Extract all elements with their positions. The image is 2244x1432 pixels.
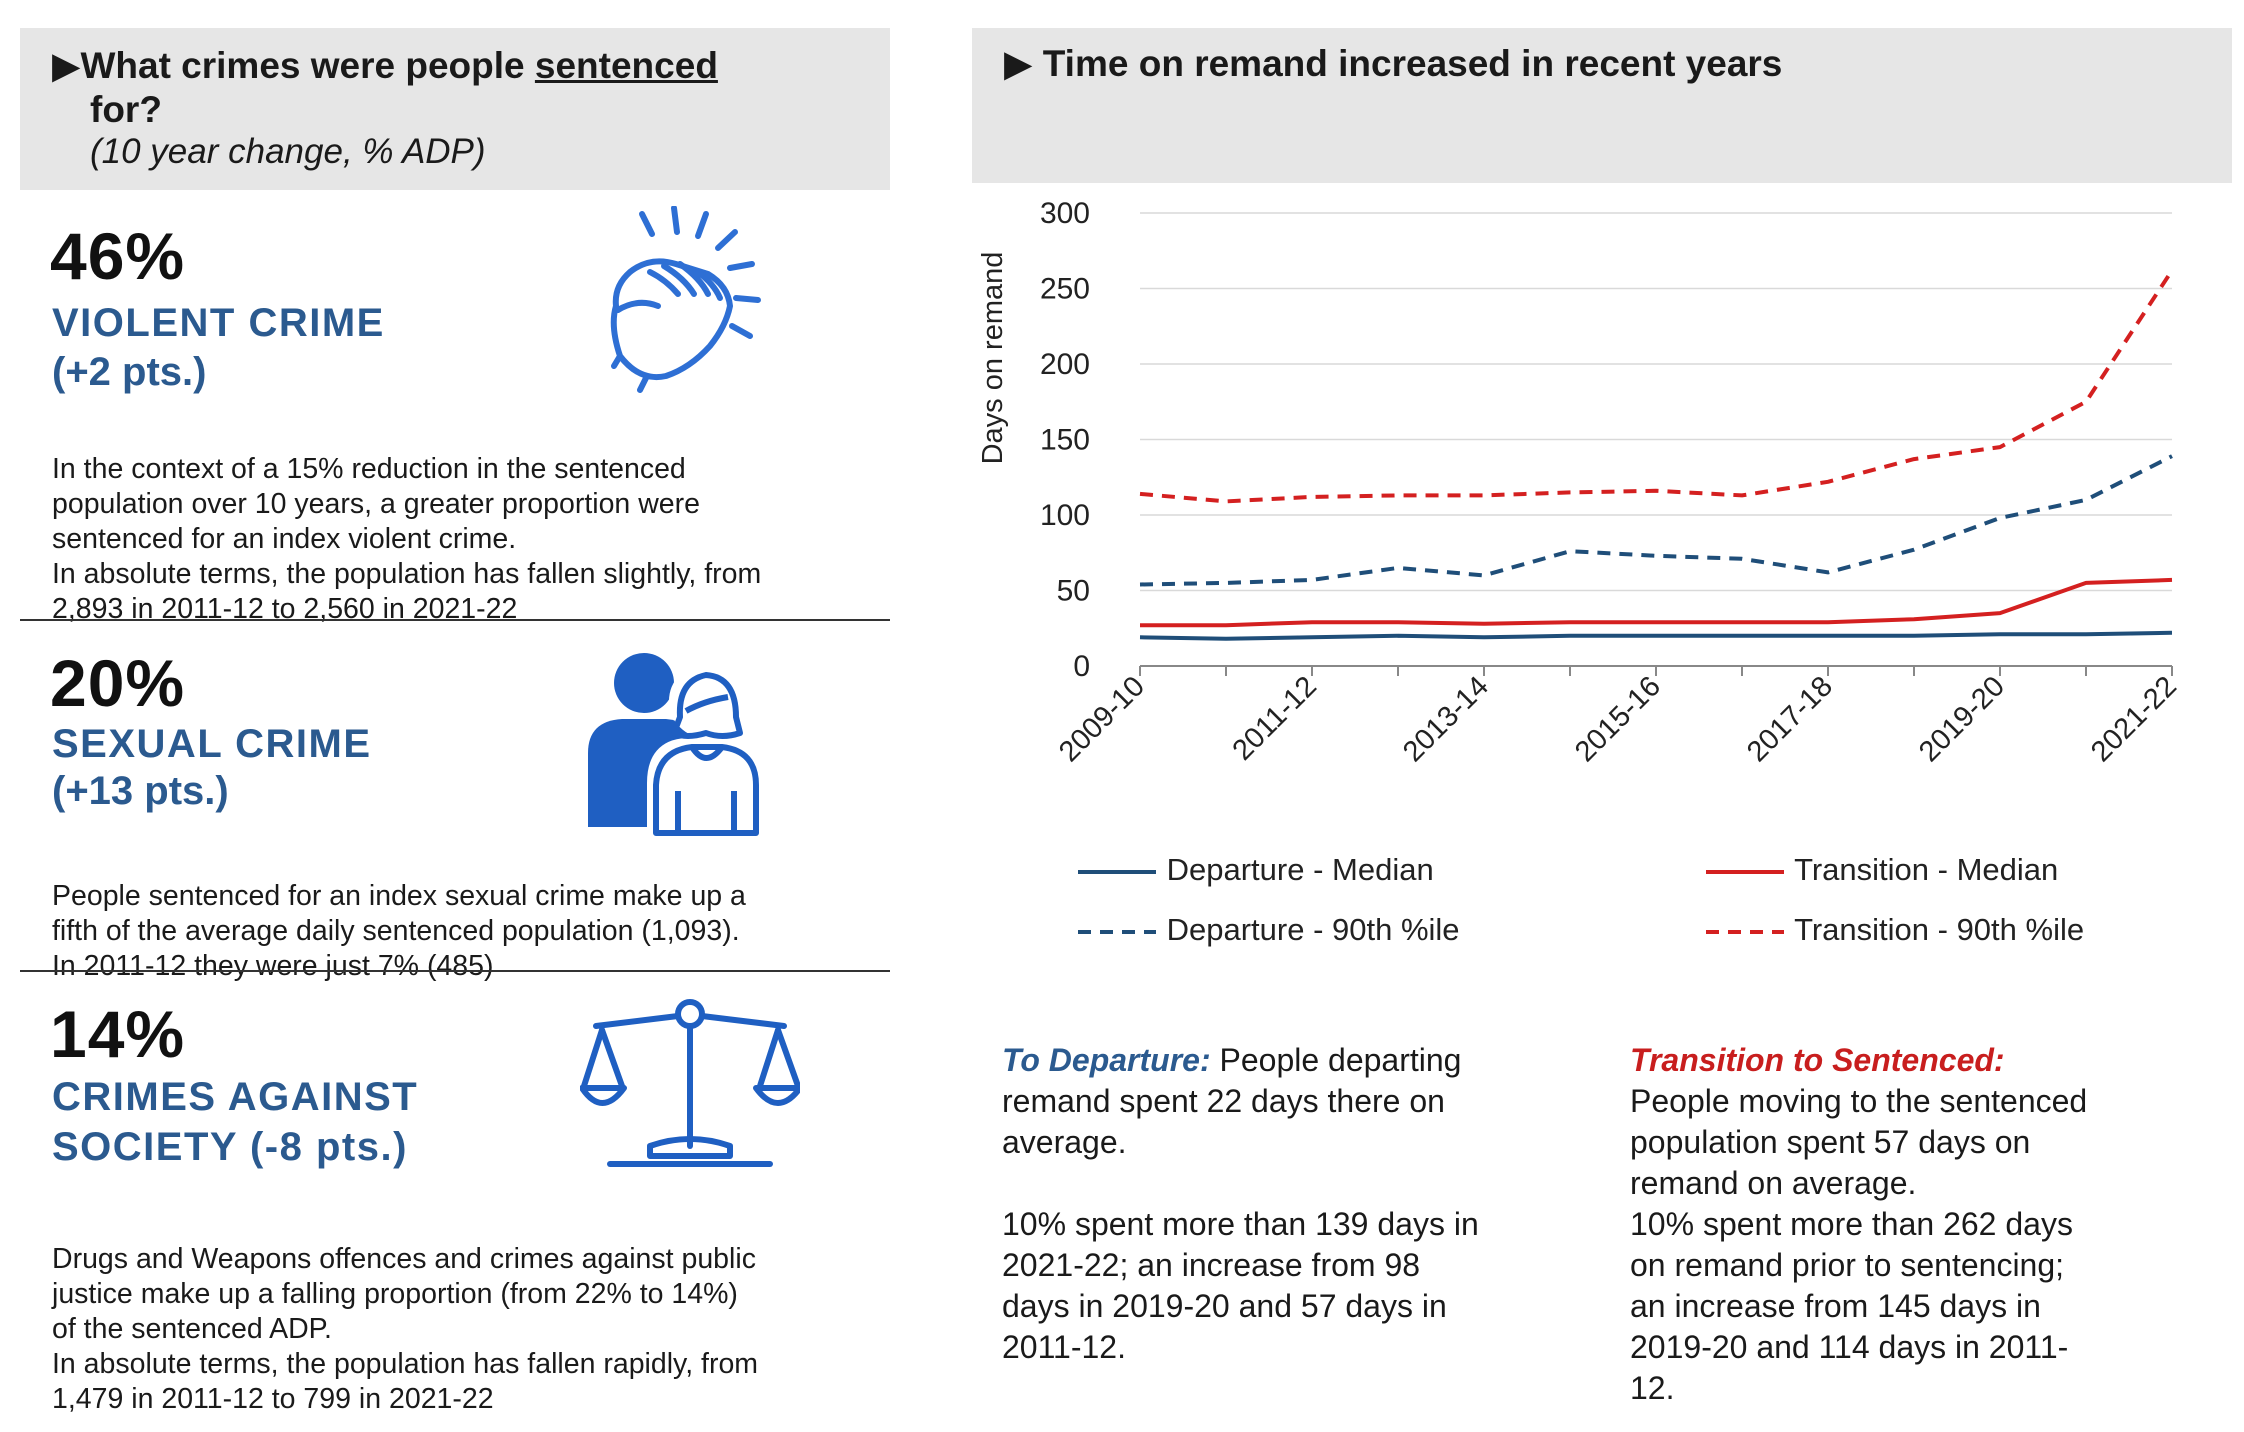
x-tick-label: 2015-16: [1569, 670, 1667, 768]
y-tick-label: 250: [1040, 273, 1090, 306]
x-tick-label: 2021-22: [2085, 670, 2183, 768]
legend-label: Departure - 90th %ile: [1166, 912, 1460, 947]
note-line: an increase from 145 days in: [1630, 1288, 2041, 1324]
y-axis-ticks: 0 50 100 150 200 250 300: [1040, 197, 1090, 683]
note-line: 10% spent more than 139 days in: [1002, 1206, 1479, 1242]
sexual-crime-label: SEXUAL CRIME: [52, 722, 372, 766]
y-tick-label: 100: [1040, 499, 1090, 532]
legend-label: Transition - 90th %ile: [1794, 912, 2085, 947]
left-header-title: ▶What crimes were people sentenced for?: [52, 44, 852, 132]
violent-crime-label: VIOLENT CRIME: [52, 301, 385, 345]
text-line: People sentenced for an index sexual cri…: [52, 880, 746, 912]
note-line: average.: [1002, 1124, 1127, 1160]
note-line: population spent 57 days on: [1630, 1124, 2031, 1160]
y-tick-label: 200: [1040, 348, 1090, 381]
legend-swatch: [1078, 929, 1156, 934]
triangle-bullet-icon: ▶: [1004, 43, 1033, 84]
sexual-crime-text: People sentenced for an index sexual cri…: [52, 879, 882, 984]
left-header-subtitle: (10 year change, % ADP): [90, 132, 486, 171]
note-line: 2011-12.: [1002, 1329, 1126, 1365]
people-icon: [588, 653, 767, 841]
legend-departure-90th: Departure - 90th %ile: [1078, 912, 1460, 948]
series-line-2: [1140, 577, 2173, 628]
right-header-title-text: Time on remand increased in recent years: [1042, 43, 1783, 84]
legend-label: Departure - Median: [1166, 852, 1434, 887]
sexual-crime-change: (+13 pts.): [52, 769, 229, 813]
text-line: fifth of the average daily sentenced pop…: [52, 915, 740, 947]
x-tick-label: 2017-18: [1741, 670, 1839, 768]
sexual-crime-section: 20% SEXUAL CRIME (+13 pts.) People sent: [20, 621, 890, 1001]
note-line: 2021-22; an increase from 98: [1002, 1247, 1421, 1283]
text-line: In absolute terms, the population has fa…: [52, 1348, 759, 1380]
legend-departure-median: Departure - Median: [1078, 852, 1434, 888]
x-tick-label: 2013-14: [1397, 670, 1495, 768]
title-underlined: sentenced: [534, 45, 718, 86]
note-line: People moving to the sentenced: [1630, 1083, 2088, 1119]
right-header-title: ▶ Time on remand increased in recent yea…: [1004, 42, 1782, 85]
departure-note-heading: To Departure:: [1002, 1042, 1211, 1078]
violent-crime-section: 46% VIOLENT CRIME (+2 pts.) In the conte…: [20, 190, 890, 650]
x-tick-label: 2011-12: [1227, 670, 1323, 766]
series-line-0: [1139, 630, 2173, 641]
legend-swatch: [1706, 929, 1784, 934]
y-tick-label: 150: [1040, 424, 1090, 457]
legend-label: Transition - Median: [1794, 852, 2059, 887]
title-post: for?: [90, 89, 162, 130]
society-crime-percent: 14%: [50, 997, 186, 1071]
crimes-against-society-section: 14% CRIMES AGAINST SOCIETY (-8 pts.) Dru…: [20, 972, 890, 1415]
society-crime-label-line1: CRIMES AGAINST: [52, 1075, 419, 1119]
scales-icon: [580, 999, 800, 1167]
legend-transition-90th: Transition - 90th %ile: [1706, 912, 2084, 948]
note-line: remand spent 22 days there on: [1002, 1083, 1445, 1119]
title-pre: What crimes were people: [80, 45, 535, 86]
legend-swatch: [1706, 869, 1784, 874]
text-line: In 2011-12 they were just 7% (485): [52, 950, 494, 982]
x-tick-label: 2009-10: [1053, 670, 1151, 768]
note-line: People departing: [1219, 1042, 1462, 1078]
section-divider: [20, 970, 890, 972]
series-line-1: [1139, 454, 2173, 587]
triangle-bullet-icon: ▶: [52, 45, 81, 86]
text-line: In absolute terms, the population has fa…: [52, 558, 762, 590]
y-tick-label: 0: [1073, 650, 1090, 683]
x-axis: 2009-10 2011-12 2013-14 2015-16 2017-18 2019-…: [1053, 665, 2183, 768]
right-header: ▶ Time on remand increased in recent yea…: [972, 28, 2232, 183]
text-line: of the sentenced ADP.: [52, 1313, 332, 1345]
x-tick-label: 2019-20: [1913, 670, 2011, 768]
transition-note-heading: Transition to Sentenced:: [1630, 1042, 2005, 1078]
note-line: remand on average.: [1630, 1165, 1917, 1201]
y-tick-label: 50: [1057, 575, 1090, 608]
text-line: 1,479 in 2011-12 to 799 in 2021-22: [52, 1383, 494, 1415]
violent-crime-text: In the context of a 15% reduction in the…: [52, 452, 882, 627]
series-line-3: [1139, 269, 2174, 504]
sexual-crime-percent: 20%: [50, 646, 186, 720]
chart-series: [1139, 269, 2174, 641]
society-crime-text: Drugs and Weapons offences and crimes ag…: [52, 1242, 882, 1417]
left-header: ▶What crimes were people sentenced for? …: [20, 28, 890, 190]
text-line: In the context of a 15% reduction in the…: [52, 453, 686, 485]
chart-gridlines: [1140, 212, 2172, 592]
legend-transition-median: Transition - Median: [1706, 852, 2058, 888]
note-line: 2019-20 and 114 days in 2011-: [1630, 1329, 2069, 1365]
note-line: 10% spent more than 262 days: [1630, 1206, 2073, 1242]
violent-crime-percent: 46%: [50, 219, 186, 293]
text-line: population over 10 years, a greater prop…: [52, 488, 700, 520]
text-line: sentenced for an index violent crime.: [52, 523, 517, 555]
text-line: Drugs and Weapons offences and crimes ag…: [52, 1243, 756, 1275]
violent-crime-change: (+2 pts.): [52, 350, 207, 394]
society-crime-label-line2: SOCIETY (-8 pts.): [52, 1125, 408, 1169]
note-line: days in 2019-20 and 57 days in: [1002, 1288, 1447, 1324]
remand-line-chart: 0 50 100 150 200 250 300 2009-10 2011-12 2013-14…: [977, 197, 2183, 768]
fist-icon: [610, 206, 761, 393]
departure-note: To Departure: People departing remand sp…: [1002, 1040, 1602, 1368]
note-line: 12.: [1630, 1370, 1675, 1406]
section-divider: [20, 619, 890, 621]
text-line: justice make up a falling proportion (fr…: [52, 1278, 738, 1310]
note-line: on remand prior to sentencing;: [1630, 1247, 2065, 1283]
transition-note: Transition to Sentenced: People moving t…: [1630, 1040, 2230, 1409]
legend-swatch: [1078, 869, 1156, 874]
y-tick-label: 300: [1040, 197, 1090, 230]
note-spacer: [1002, 1163, 1602, 1204]
y-axis-label: Days on remand: [977, 252, 1009, 465]
